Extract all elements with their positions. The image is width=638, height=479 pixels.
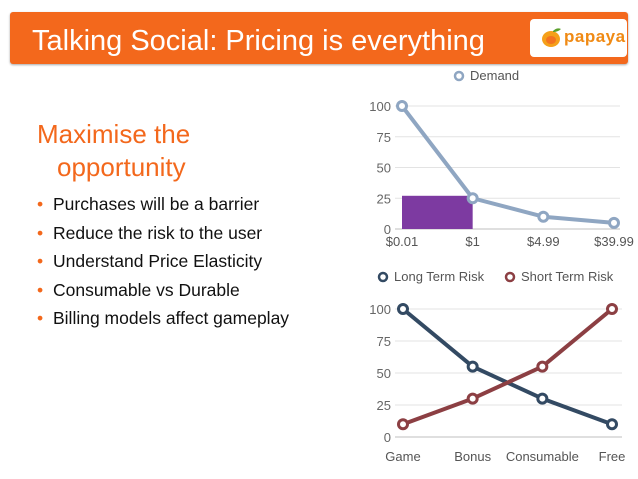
- bullet-text: Understand Price Elasticity: [53, 251, 263, 271]
- legend-marker: [377, 271, 389, 283]
- y-tick-label: 100: [369, 302, 391, 317]
- y-tick-label: 0: [384, 430, 391, 445]
- y-tick-label: 100: [369, 99, 391, 114]
- data-point: [466, 392, 479, 405]
- bullet-item: • Billing models affect gameplay: [37, 304, 337, 333]
- y-tick-label: 75: [377, 130, 391, 145]
- title-bar: Talking Social: Pricing is everything pa…: [10, 12, 628, 64]
- demand-chart: 0 25 50 75 100 $0.01 $1 $4.99 $39.99 Demand: [369, 68, 634, 249]
- y-tick-label: 50: [377, 161, 391, 176]
- bullet-item: • Understand Price Elasticity: [37, 247, 337, 276]
- bullet-item: • Reduce the risk to the user: [37, 219, 337, 248]
- bullet-item: • Consumable vs Durable: [37, 276, 337, 305]
- data-point: [606, 418, 618, 431]
- data-point: [606, 303, 618, 315]
- legend-marker: [504, 271, 516, 283]
- bullet-dot-icon: •: [37, 251, 44, 271]
- data-point: [537, 210, 550, 223]
- x-tick-label: $1: [465, 234, 479, 249]
- y-tick-label: 75: [377, 334, 391, 349]
- y-tick-label: 50: [377, 366, 391, 381]
- x-tick-label: Bonus: [454, 449, 491, 464]
- legend-label: Long Term Risk: [394, 269, 485, 284]
- bullet-dot-icon: •: [37, 222, 44, 243]
- x-tick-label: $39.99: [594, 234, 634, 249]
- risk-chart: 0 25 50 75 100 Game Bonus Consumable Free Long Te…: [369, 269, 626, 464]
- series-line: [400, 104, 615, 225]
- data-point: [397, 303, 409, 315]
- papaya-fruit-icon: [542, 28, 561, 47]
- bullet-text: Reduce the risk to the user: [53, 222, 263, 243]
- data-point: [536, 360, 549, 373]
- data-point: [466, 360, 479, 373]
- bullet-text: Consumable vs Durable: [53, 279, 240, 300]
- y-tick-label: 25: [377, 191, 391, 206]
- y-tick-label: 25: [377, 398, 391, 413]
- slide-title: Talking Social: Pricing is everything: [32, 25, 485, 57]
- bullet-list: • Purchases will be a barrier • Reduce the…: [37, 190, 337, 333]
- bullet-item: • Purchases will be a barrier: [37, 190, 337, 219]
- bullet-text: Purchases will be a barrier: [53, 194, 260, 214]
- data-point: [536, 392, 549, 405]
- legend-marker: [453, 70, 465, 82]
- heading-line-2: opportunity: [57, 152, 186, 182]
- x-tick-label: $4.99: [527, 234, 560, 249]
- x-tick-label: Game: [385, 449, 420, 464]
- data-point: [397, 418, 409, 431]
- section-heading: Maximise the opportunity: [37, 118, 287, 184]
- heading-line-1: Maximise the: [37, 119, 191, 149]
- series-line: [402, 307, 614, 427]
- logo-text: papaya: [564, 27, 626, 46]
- x-tick-label: Consumable: [506, 449, 579, 464]
- data-point: [608, 216, 620, 229]
- x-tick-label: Free: [599, 449, 626, 464]
- bullet-text: Billing models affect gameplay: [53, 308, 290, 328]
- papaya-logo: papaya: [530, 19, 627, 57]
- data-point: [396, 100, 408, 112]
- highlight-bar: [402, 195, 473, 229]
- series-line: [401, 307, 613, 427]
- y-tick-label: 0: [384, 222, 391, 237]
- bullet-dot-icon: •: [37, 194, 44, 214]
- data-point: [466, 192, 479, 205]
- bullet-dot-icon: •: [37, 308, 44, 328]
- x-tick-label: $0.01: [386, 234, 419, 249]
- bullet-dot-icon: •: [37, 279, 44, 300]
- legend-label: Demand: [470, 68, 519, 83]
- legend-label: Short Term Risk: [521, 269, 614, 284]
